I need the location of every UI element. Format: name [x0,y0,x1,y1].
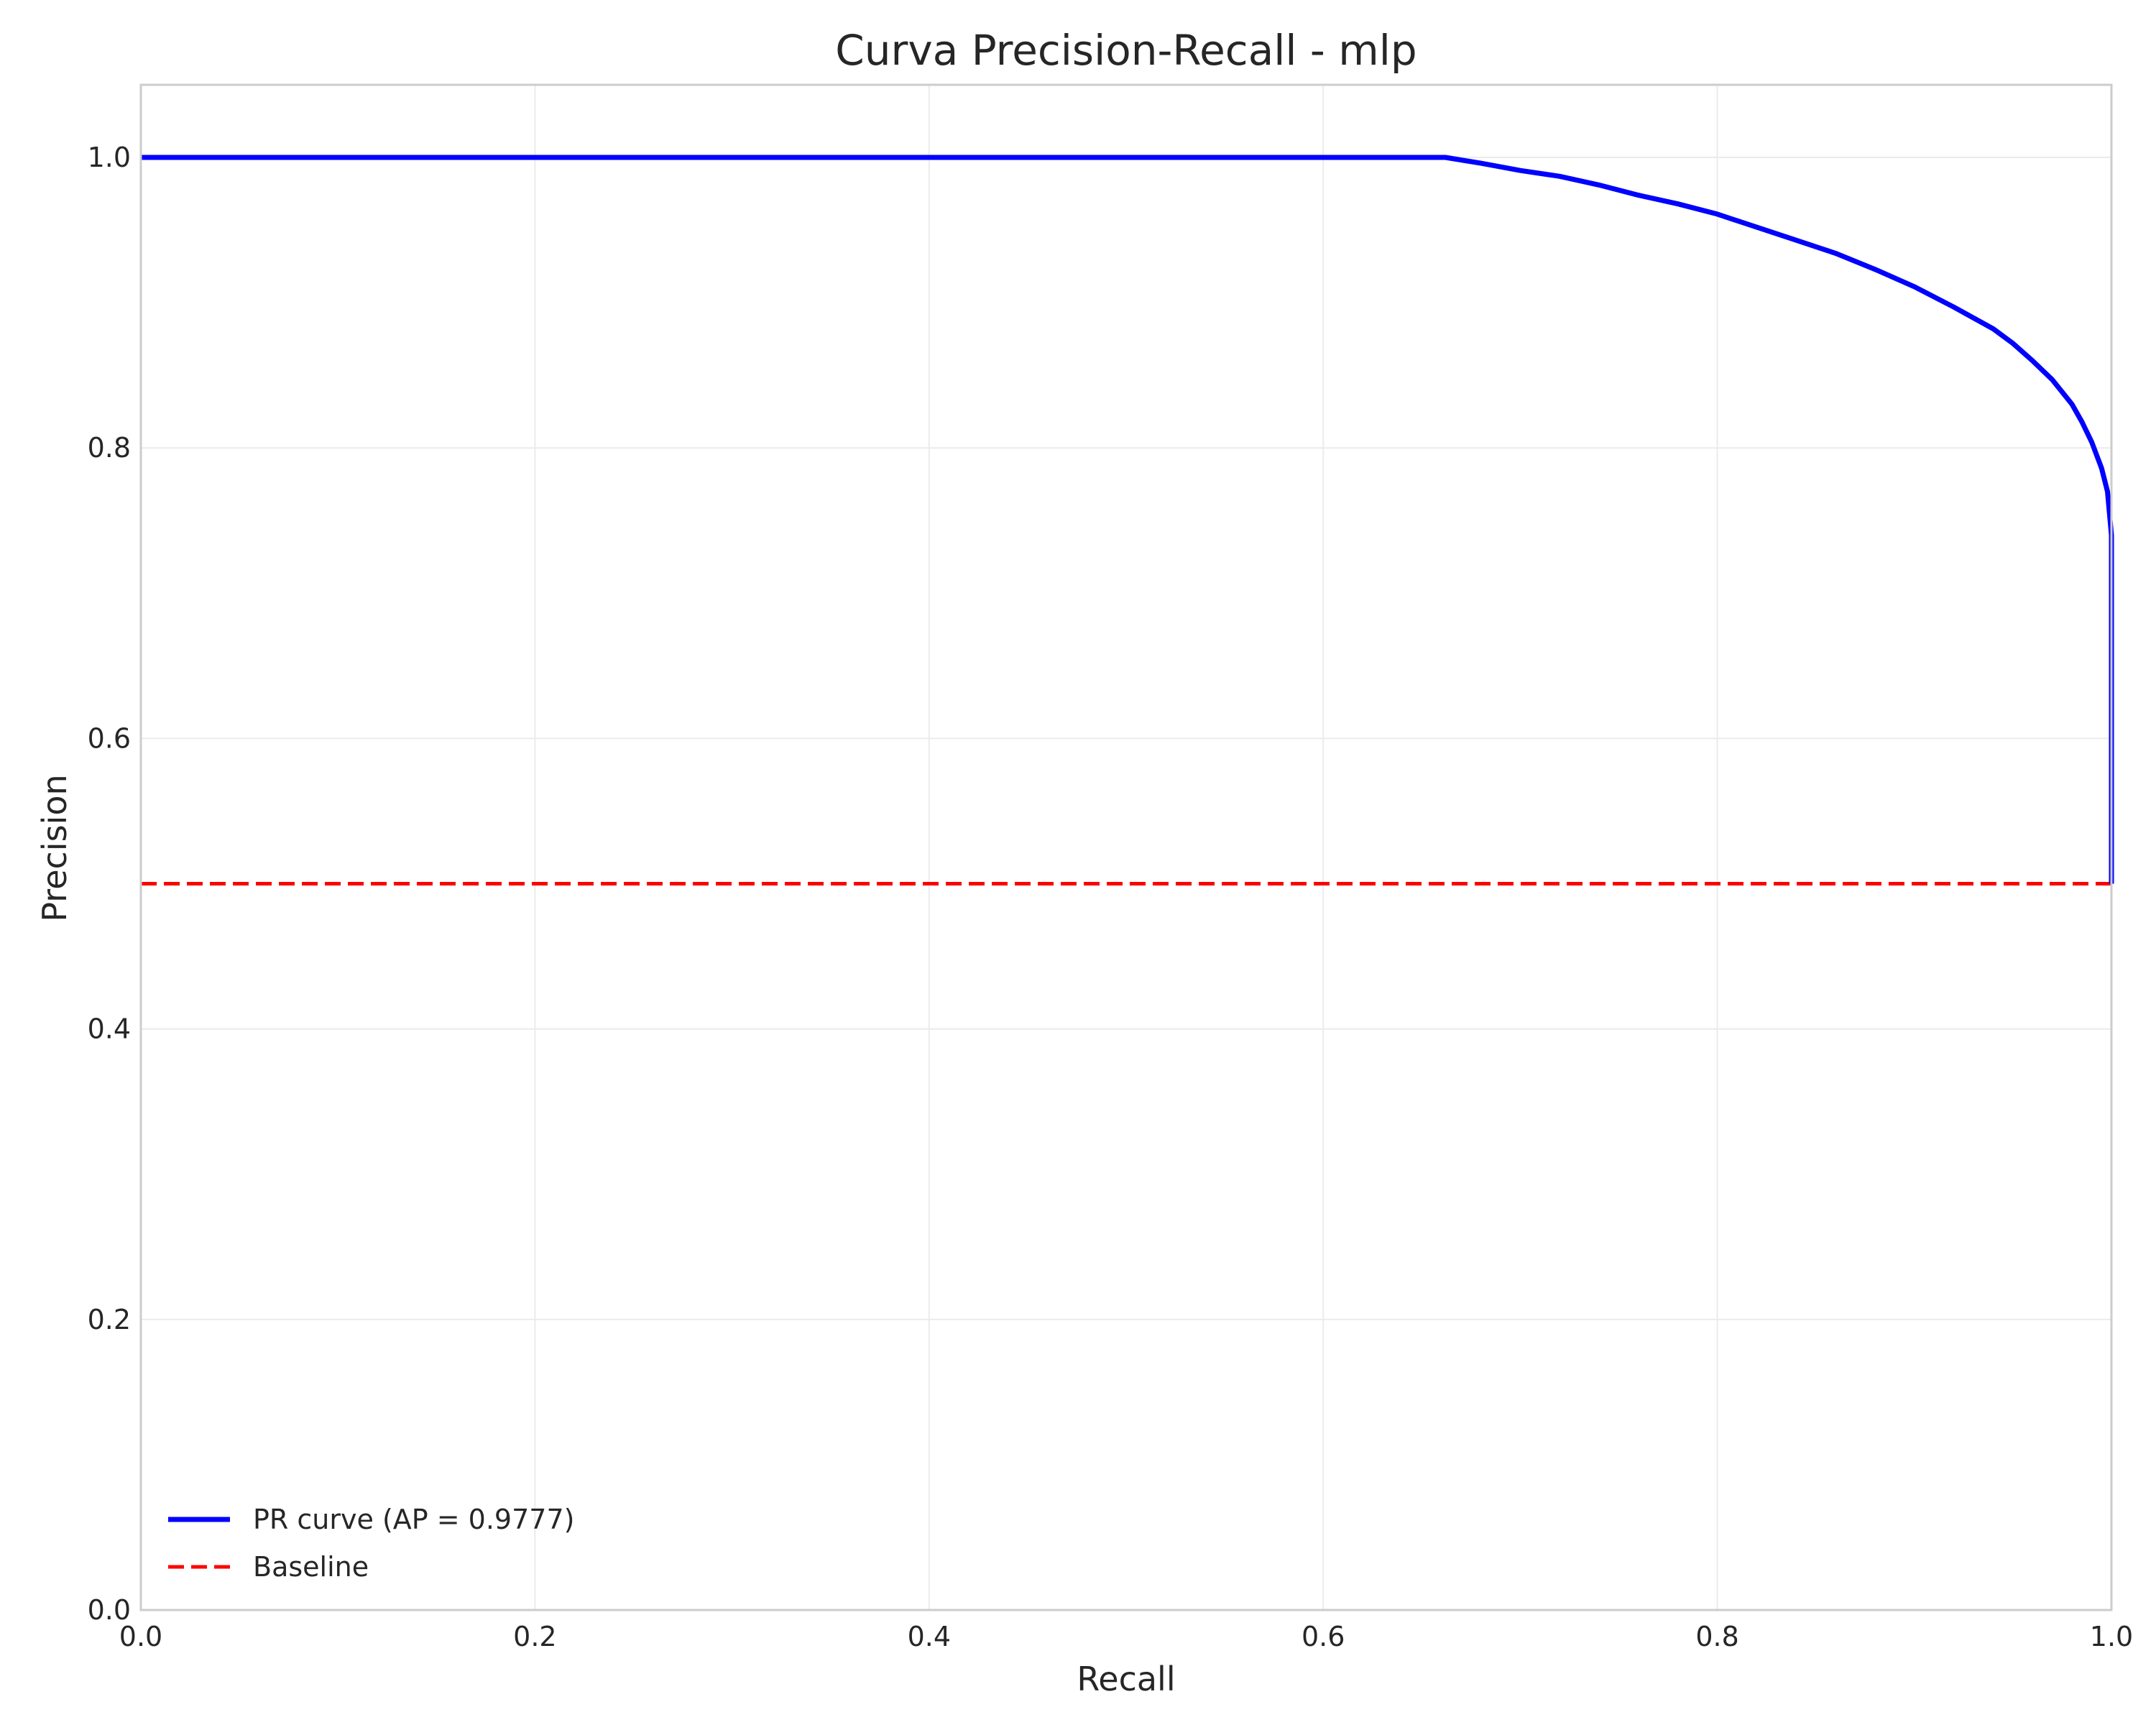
x-tick-label: 0.6 [1302,1621,1345,1652]
x-tick-labels: 0.0 0.2 0.4 0.6 0.8 1.0 [119,1621,2133,1652]
legend: PR curve (AP = 0.9777) Baseline [168,1504,574,1583]
chart-title: Curva Precision-Recall - mlp [835,26,1416,75]
y-tick-label: 0.2 [88,1304,131,1335]
y-tick-label: 1.0 [88,142,131,173]
plot-frame [139,83,2113,1611]
y-axis-label: Precision [35,774,74,921]
x-tick-label: 0.0 [119,1621,162,1652]
x-tick-label: 1.0 [2090,1621,2133,1652]
y-tick-label: 0.0 [88,1594,131,1626]
x-tick-label: 0.2 [513,1621,556,1652]
pr-curve-line [141,155,2114,884]
x-axis-label: Recall [1077,1660,1175,1698]
x-tick-label: 0.8 [1695,1621,1738,1652]
y-tick-label: 0.6 [88,722,131,754]
y-tick-labels: 0.0 0.2 0.4 0.6 0.8 1.0 [88,142,131,1626]
legend-label-pr-curve: PR curve (AP = 0.9777) [253,1504,574,1535]
x-tick-label: 0.4 [908,1621,951,1652]
legend-label-baseline: Baseline [253,1551,369,1583]
series-layer [141,155,2114,886]
y-tick-label: 0.4 [88,1013,131,1045]
grid [140,85,2112,1611]
y-tick-label: 0.8 [88,432,131,464]
